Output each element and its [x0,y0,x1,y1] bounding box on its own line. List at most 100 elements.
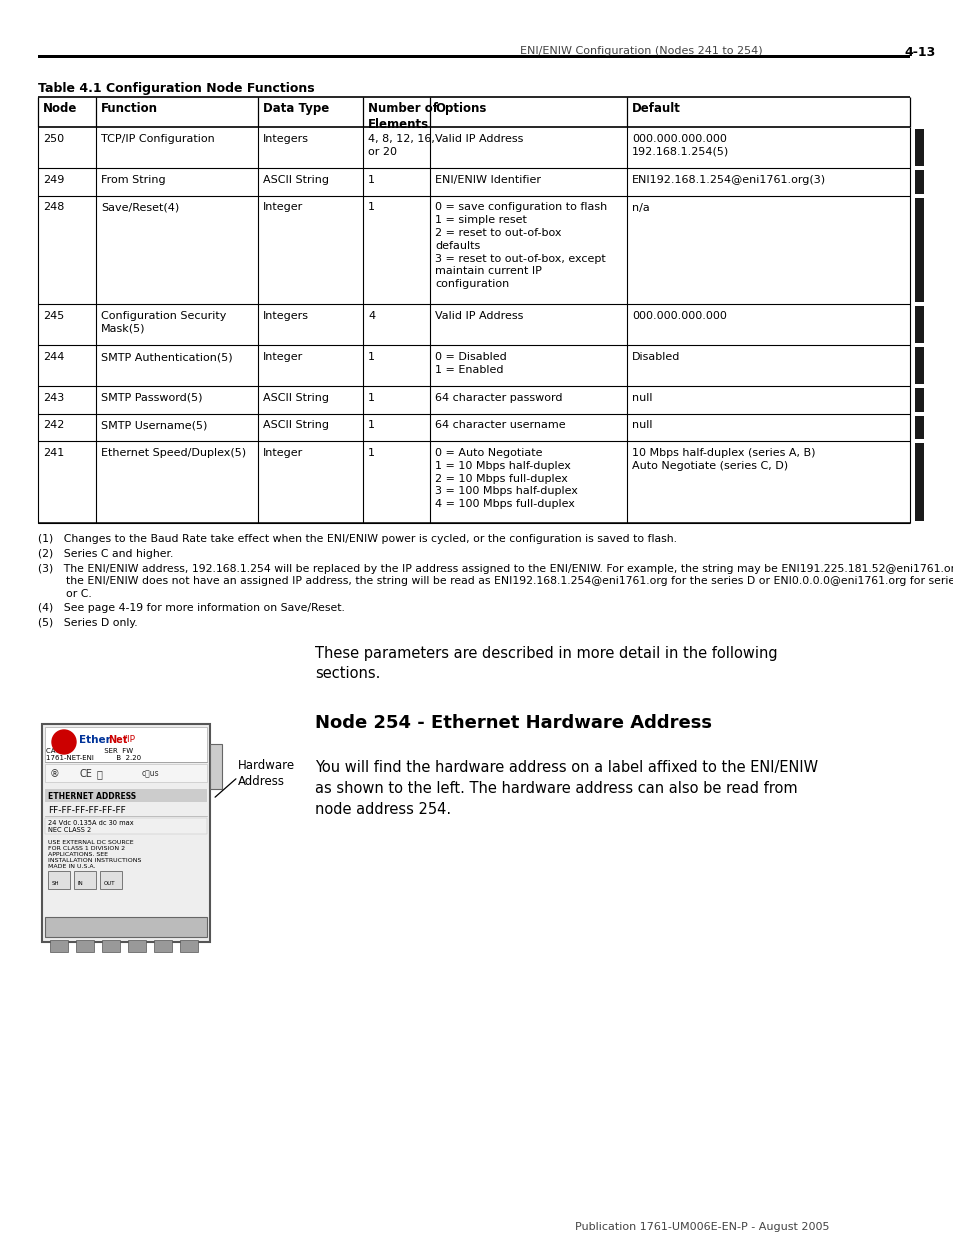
Text: 0 = Auto Negotiate
1 = 10 Mbps half-duplex
2 = 10 Mbps full-duplex
3 = 100 Mbps : 0 = Auto Negotiate 1 = 10 Mbps half-dupl… [435,448,578,509]
Text: Net: Net [108,735,128,745]
Text: cⓄus: cⓄus [142,769,159,778]
Text: USE EXTERNAL DC SOURCE: USE EXTERNAL DC SOURCE [48,840,133,845]
Text: Number of
Elements: Number of Elements [368,103,437,131]
Text: ®: ® [50,769,60,779]
Text: Publication 1761-UM006E-EN-P - August 2005: Publication 1761-UM006E-EN-P - August 20… [575,1221,828,1233]
Text: 1: 1 [368,420,375,431]
Text: (3)   The ENI/ENIW address, 192.168.1.254 will be replaced by the IP address ass: (3) The ENI/ENIW address, 192.168.1.254 … [38,563,953,599]
Bar [914,415,923,438]
Bar [914,443,923,520]
Text: n/a: n/a [631,203,649,212]
Bar [48,871,70,889]
Bar [914,347,923,384]
Text: 1: 1 [368,393,375,403]
Text: 242: 242 [43,420,64,431]
Text: 249: 249 [43,175,64,185]
Text: Options: Options [435,103,486,115]
Text: 243: 243 [43,393,64,403]
Bar [914,128,923,165]
Text: ASCII String: ASCII String [263,420,329,431]
Bar [45,789,207,802]
Text: NEC CLASS 2: NEC CLASS 2 [48,827,91,832]
Text: CE: CE [80,769,92,779]
Text: Integer: Integer [263,448,303,458]
Bar [38,56,909,58]
Text: (2)   Series C and higher.: (2) Series C and higher. [38,550,173,559]
Text: 1: 1 [368,448,375,458]
Text: 10 Mbps half-duplex (series A, B)
Auto Negotiate (series C, D): 10 Mbps half-duplex (series A, B) Auto N… [631,448,815,471]
Text: Hardware
Address: Hardware Address [237,760,294,788]
Text: ETHERNET ADDRESS: ETHERNET ADDRESS [48,792,136,802]
Text: ENI192.168.1.254@eni1761.org(3): ENI192.168.1.254@eni1761.org(3) [631,175,825,185]
Text: 241: 241 [43,448,64,458]
Bar [45,727,207,762]
Bar [45,818,207,834]
Bar [153,940,172,952]
Text: These parameters are described in more detail in the following
sections.: These parameters are described in more d… [314,646,777,682]
Text: Node 254 - Ethernet Hardware Address: Node 254 - Ethernet Hardware Address [314,714,711,732]
Text: Data Type: Data Type [263,103,329,115]
Text: (1)   Changes to the Baud Rate take effect when the ENI/ENIW power is cycled, or: (1) Changes to the Baud Rate take effect… [38,535,677,545]
Bar [210,743,222,789]
Text: SMTP Password(5): SMTP Password(5) [101,393,202,403]
Text: ASCII String: ASCII String [263,393,329,403]
Text: 1: 1 [368,352,375,362]
Text: 4-13: 4-13 [903,46,934,59]
Text: 24 Vdc 0.135A dc 30 max: 24 Vdc 0.135A dc 30 max [48,820,133,826]
Bar [914,198,923,303]
Text: Default: Default [631,103,680,115]
Text: Node: Node [43,103,77,115]
Text: 1: 1 [368,203,375,212]
Text: (4)   See page 4-19 for more information on Save/Reset.: (4) See page 4-19 for more information o… [38,603,345,613]
Text: ENI/ENIW Identifier: ENI/ENIW Identifier [435,175,540,185]
Bar [74,871,96,889]
Text: 4: 4 [368,311,375,321]
Text: 1: 1 [368,175,375,185]
Text: SMTP Username(5): SMTP Username(5) [101,420,207,431]
Text: 0 = save configuration to flash
1 = simple reset
2 = reset to out-of-box
default: 0 = save configuration to flash 1 = simp… [435,203,607,289]
Bar [914,170,923,194]
Text: AB: AB [58,736,72,746]
Text: Valid IP Address: Valid IP Address [435,311,523,321]
Text: Integer: Integer [263,203,303,212]
Text: Ether: Ether [79,735,111,745]
Text: You will find the hardware address on a label affixed to the ENI/ENIW
as shown t: You will find the hardware address on a … [314,760,818,818]
Text: 1761-NET-ENI          B  2.20: 1761-NET-ENI B 2.20 [46,755,141,761]
Bar [914,306,923,343]
Text: (5)   Series D only.: (5) Series D only. [38,618,137,627]
Text: SH: SH [52,881,59,885]
Text: From String: From String [101,175,166,185]
Bar [76,940,94,952]
Text: Save/Reset(4): Save/Reset(4) [101,203,179,212]
Text: CAT                    SER  FW: CAT SER FW [46,748,133,755]
Text: MADE IN U.S.A.: MADE IN U.S.A. [48,864,95,869]
Text: 245: 245 [43,311,64,321]
Bar [42,724,210,942]
Text: Configuration Security
Mask(5): Configuration Security Mask(5) [101,311,226,333]
Text: 244: 244 [43,352,64,362]
Text: 4, 8, 12, 16,
or 20: 4, 8, 12, 16, or 20 [368,135,435,157]
Text: 64 character username: 64 character username [435,420,565,431]
Text: FF-FF-FF-FF-FF-FF: FF-FF-FF-FF-FF-FF [48,806,126,815]
Text: Valid IP Address: Valid IP Address [435,135,523,144]
Bar [914,388,923,411]
Text: ENI/ENIW Configuration (Nodes 241 to 254): ENI/ENIW Configuration (Nodes 241 to 254… [519,46,761,56]
Bar [128,940,146,952]
Text: null: null [631,393,652,403]
Text: 250: 250 [43,135,64,144]
Text: Disabled: Disabled [631,352,679,362]
Bar [50,940,68,952]
Text: 248: 248 [43,203,64,212]
Text: Ⓢ: Ⓢ [97,769,103,779]
Text: 0 = Disabled
1 = Enabled: 0 = Disabled 1 = Enabled [435,352,506,374]
Text: 000.000.000.000
192.168.1.254(5): 000.000.000.000 192.168.1.254(5) [631,135,728,157]
Bar [45,918,207,937]
Circle shape [52,730,76,755]
Text: /IP: /IP [124,735,135,743]
Bar [102,940,120,952]
Text: SMTP Authentication(5): SMTP Authentication(5) [101,352,233,362]
Bar [45,764,207,782]
Text: INSTALLATION INSTRUCTIONS: INSTALLATION INSTRUCTIONS [48,858,141,863]
Text: Table 4.1 Configuration Node Functions: Table 4.1 Configuration Node Functions [38,82,314,95]
Bar [180,940,198,952]
